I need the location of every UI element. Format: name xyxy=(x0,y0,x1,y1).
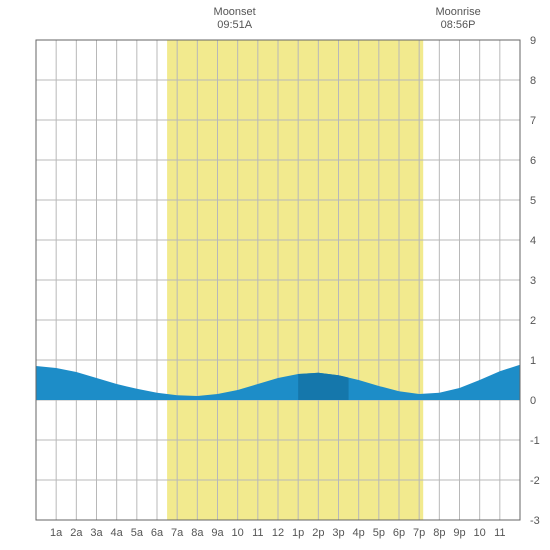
x-tick-label: 2p xyxy=(312,527,324,539)
x-tick-label: 8p xyxy=(433,527,445,539)
x-tick-label: 6a xyxy=(151,527,164,539)
x-tick-label: 10 xyxy=(474,527,486,539)
x-tick-label: 9p xyxy=(453,527,465,539)
moonrise-annotation: Moonrise 08:56P xyxy=(418,6,498,32)
y-tick-label: 7 xyxy=(530,115,536,127)
y-tick-label: 9 xyxy=(530,35,536,47)
y-tick-label: 1 xyxy=(530,355,536,367)
y-tick-label: 2 xyxy=(530,315,536,327)
chart-svg: 1a2a3a4a5a6a7a8a9a1011121p2p3p4p5p6p7p8p… xyxy=(0,0,550,550)
y-tick-label: -3 xyxy=(530,515,540,527)
x-tick-label: 3a xyxy=(90,527,103,539)
y-tick-label: 6 xyxy=(530,155,536,167)
x-tick-label: 6p xyxy=(393,527,405,539)
moonset-annotation: Moonset 09:51A xyxy=(195,6,275,32)
moonrise-time: 08:56P xyxy=(418,19,498,32)
x-tick-label: 11 xyxy=(252,527,263,539)
y-tick-label: 4 xyxy=(530,235,536,247)
x-tick-label: 10 xyxy=(232,527,244,539)
x-tick-label: 5p xyxy=(373,527,385,539)
moonset-title: Moonset xyxy=(214,6,256,18)
y-tick-label: 8 xyxy=(530,75,536,87)
x-tick-label: 12 xyxy=(272,527,284,539)
x-tick-label: 5a xyxy=(131,527,144,539)
x-tick-label: 11 xyxy=(494,527,505,539)
y-tick-label: 5 xyxy=(530,195,536,207)
x-tick-label: 4p xyxy=(353,527,365,539)
x-tick-label: 8a xyxy=(191,527,204,539)
tide-dark-segment xyxy=(298,373,348,400)
x-tick-label: 1a xyxy=(50,527,63,539)
x-tick-label: 3p xyxy=(332,527,344,539)
x-tick-label: 2a xyxy=(70,527,83,539)
y-tick-label: 0 xyxy=(530,395,536,407)
y-tick-label: -2 xyxy=(530,475,540,487)
x-tick-label: 7a xyxy=(171,527,184,539)
x-tick-label: 9a xyxy=(211,527,224,539)
y-tick-label: -1 xyxy=(530,435,540,447)
y-tick-label: 3 xyxy=(530,275,536,287)
x-tick-label: 4a xyxy=(111,527,124,539)
moonrise-title: Moonrise xyxy=(435,6,480,18)
moonset-time: 09:51A xyxy=(195,19,275,32)
tide-chart: Moonset 09:51A Moonrise 08:56P 1a 2a 3a 4a 5… xyxy=(0,0,550,550)
x-tick-label: 7p xyxy=(413,527,425,539)
x-tick-label: 1p xyxy=(292,527,304,539)
